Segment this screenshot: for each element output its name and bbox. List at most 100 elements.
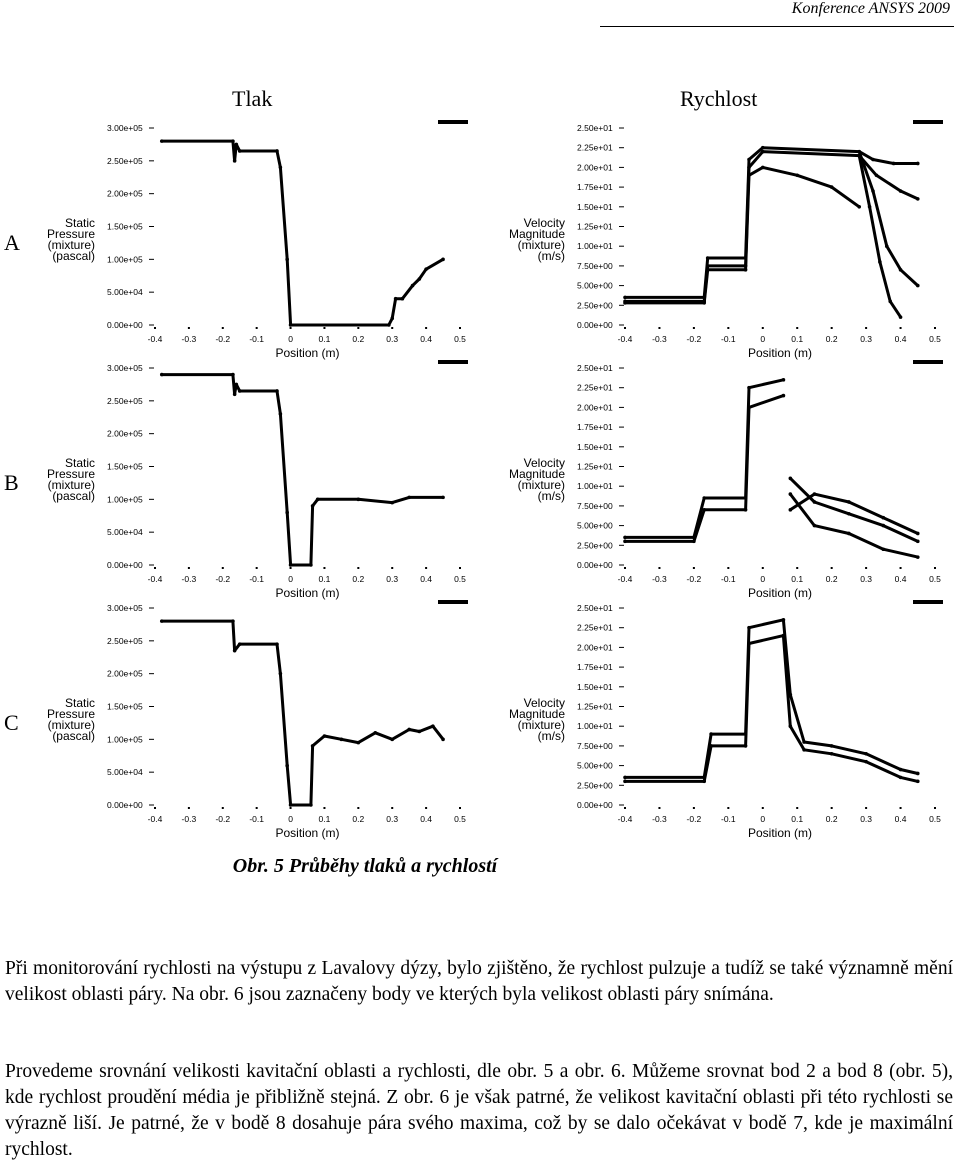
data-point [623,775,627,780]
chart-A-velocity: 0.00e+00 2.50e+00 5.00e+00 7.50e+00 1.00e+01… [509,120,943,360]
y-tick-label: 2.00e+05 [107,189,143,199]
x-tick-label: -0.2 [687,334,702,344]
data-point [441,737,445,742]
data-point [285,257,289,262]
data-point [747,385,751,390]
x-axis-label: Position (m) [748,826,812,840]
x-tick-label: -0.3 [652,814,667,824]
x-tick-label: 0.2 [826,334,838,344]
y-tick-label: 1.25e+01 [577,222,613,232]
data-point [278,165,283,170]
data-point [705,268,710,272]
data-point [915,531,920,536]
data-point [747,173,751,178]
data-point [847,531,851,536]
figure-panels: 0.00e+00 5.00e+04 1.00e+05 1.50e+05 2.00e+05… [47,120,943,840]
data-point [356,497,361,502]
data-point [915,555,920,559]
y-tick-label: 2.50e+00 [577,300,613,310]
data-point [847,500,851,504]
data-point [424,267,428,271]
data-point [898,775,903,780]
data-point [802,748,806,752]
y-tick-label: 2.50e+00 [577,540,613,550]
paragraph-2: Provedeme srovnání velikosti kavitační o… [5,1061,953,1160]
y-tick-label: 1.50e+01 [577,442,613,452]
x-axis-label: Position (m) [275,826,339,840]
legend-bar [438,120,468,124]
data-point [702,496,707,500]
data-point [857,149,862,154]
data-point [812,492,817,496]
x-tick-label: 0.1 [791,574,803,584]
x-tick-mark [425,567,428,569]
y-axis-label: Magnitude [509,227,565,241]
data-point [915,283,920,288]
chart-C-velocity: 0.00e+00 2.50e+00 5.00e+00 7.50e+00 1.00e+01… [509,600,943,840]
x-tick-label: -0.2 [215,814,230,824]
data-series-0 [625,618,919,779]
data-point [278,412,283,416]
x-tick-label: 0.5 [454,814,466,824]
x-tick-label: 0 [288,334,293,344]
data-point [387,323,391,327]
y-tick-label: 0.00e+00 [107,800,143,810]
data-point [898,315,903,319]
x-tick-mark [221,807,224,809]
data-point [871,189,875,193]
x-tick-mark [830,567,833,569]
chart-A-pressure: 0.00e+00 5.00e+04 1.00e+05 1.50e+05 2.00e+05… [47,120,468,360]
x-tick-mark [391,567,394,569]
x-tick-label: -0.3 [652,334,667,344]
data-point [237,149,242,153]
x-tick-label: -0.3 [182,574,197,584]
data-point [760,145,765,150]
y-tick-label: 1.25e+01 [577,702,613,712]
x-tick-label: 0.2 [352,574,364,584]
data-point [285,510,289,515]
data-point [881,547,886,552]
x-tick-mark [899,567,902,569]
x-tick-mark [255,327,258,329]
x-tick-mark [289,567,292,569]
x-tick-mark [323,807,326,809]
x-tick-label: 0.1 [319,574,331,584]
y-tick-label: 1.50e+01 [577,202,613,212]
x-tick-mark [391,327,394,329]
y-tick-label: 3.00e+05 [107,363,143,373]
x-tick-label: 0 [288,814,293,824]
data-point [802,740,806,744]
legend-bar [913,360,943,364]
x-tick-label: 0 [760,574,765,584]
data-point [864,759,868,764]
y-tick-label: 2.25e+01 [577,383,613,393]
x-tick-mark [323,327,326,329]
data-point [747,165,751,170]
x-tick-label: 0.3 [860,334,872,344]
data-point [881,523,886,528]
y-tick-label: 2.50e+00 [577,780,613,790]
x-tick-label: 0.5 [454,574,466,584]
data-point [288,803,293,807]
y-tick-label: 2.50e+01 [577,363,613,373]
data-point [407,727,411,732]
x-tick-label: 0 [288,574,293,584]
data-point [410,283,415,288]
data-series-4 [857,155,902,318]
x-tick-mark [187,327,190,329]
data-point [915,779,920,784]
data-point [234,382,239,387]
x-tick-label: 0.4 [895,574,907,584]
x-tick-mark [154,567,156,569]
y-tick-label: 1.75e+01 [577,422,613,432]
data-point [795,173,800,178]
x-tick-label: 0.2 [826,814,838,824]
data-point [231,372,235,377]
y-tick-label: 1.75e+01 [577,182,613,192]
x-tick-label: 0.1 [319,334,331,344]
data-point [310,504,315,508]
data-point [857,153,862,158]
paragraph-1: Při monitorování rychlosti na výstupu z … [5,958,953,1005]
data-point [285,763,289,768]
data-point [232,648,237,653]
